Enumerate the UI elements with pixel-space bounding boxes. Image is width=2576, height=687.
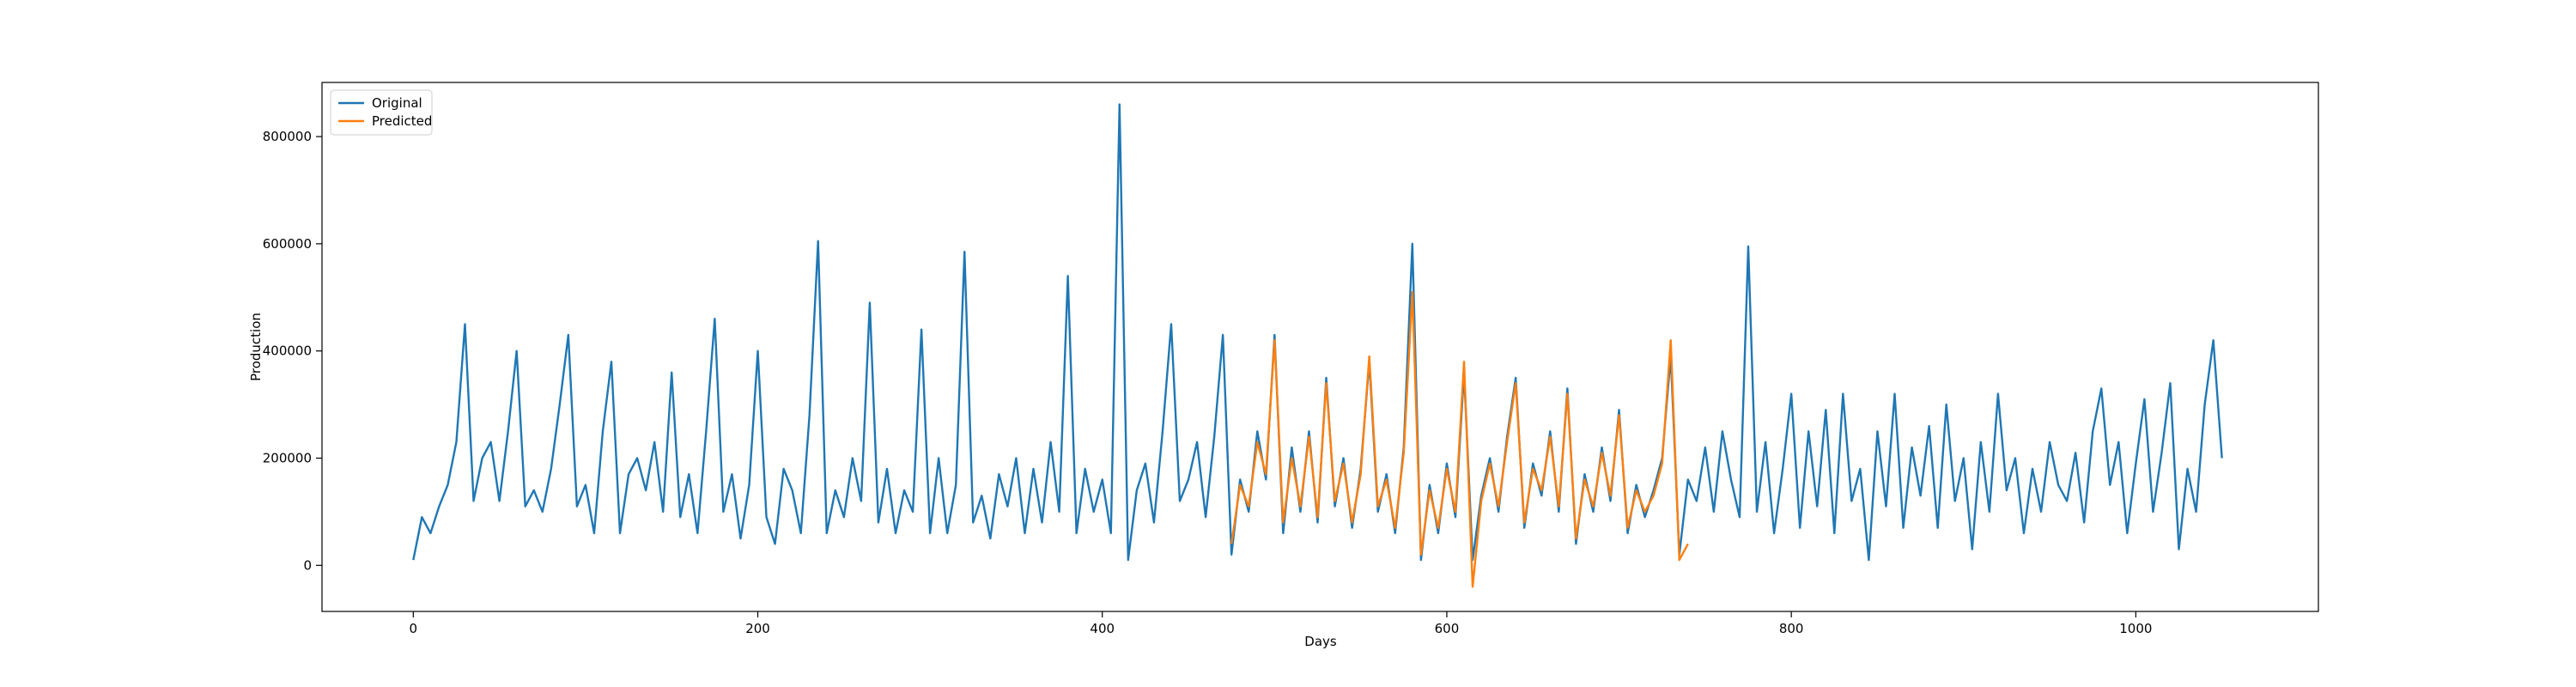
x-tick-label: 200 bbox=[745, 621, 770, 636]
line-series bbox=[412, 103, 2223, 562]
legend-label: Predicted bbox=[372, 113, 432, 129]
y-tick-label: 600000 bbox=[263, 236, 312, 252]
y-tick-label: 0 bbox=[303, 557, 312, 573]
plot-frame bbox=[321, 82, 2319, 612]
y-tick-label: 200000 bbox=[263, 451, 312, 466]
legend-box bbox=[330, 89, 433, 136]
x-tick-label: 400 bbox=[1090, 621, 1115, 636]
x-axis-label: Days bbox=[1304, 634, 1337, 649]
y-tick-label: 800000 bbox=[263, 129, 312, 144]
legend-label: Original bbox=[372, 95, 422, 111]
x-tick-label: 0 bbox=[410, 621, 418, 636]
x-tick-label: 600 bbox=[1435, 621, 1460, 636]
line-series bbox=[1230, 290, 1689, 588]
x-tick-label: 800 bbox=[1779, 621, 1804, 636]
y-axis-label: Production bbox=[248, 313, 264, 381]
y-tick-label: 400000 bbox=[263, 344, 312, 359]
x-tick-label: 1000 bbox=[2119, 621, 2152, 636]
